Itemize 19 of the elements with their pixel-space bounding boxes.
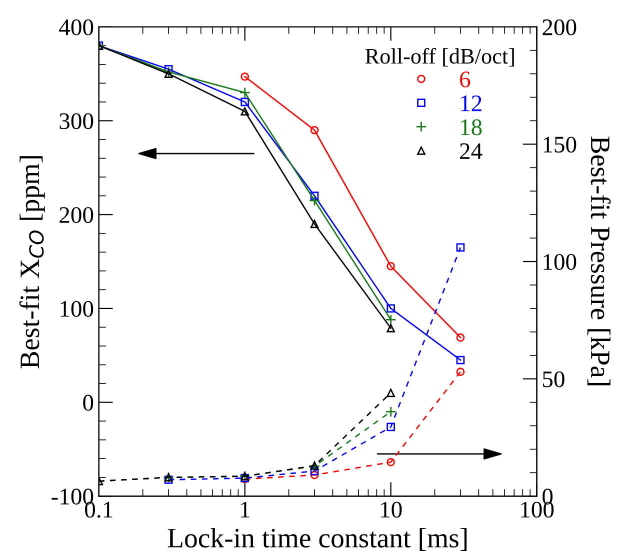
y-tick-label: 100 bbox=[60, 300, 94, 317]
x-tick-label: 10 bbox=[381, 502, 402, 518]
legend-label: 24 bbox=[460, 143, 482, 159]
x-axis-title: Lock-in time constant [ms] bbox=[168, 528, 467, 551]
legend-label: 18 bbox=[461, 119, 482, 136]
x-tick-label: 1 bbox=[241, 502, 250, 518]
y-tick-label: 200 bbox=[60, 207, 94, 224]
y-tick-label: 0 bbox=[83, 394, 94, 411]
y-tick-label: 400 bbox=[59, 19, 94, 36]
y2-tick-label: 50 bbox=[543, 371, 564, 388]
legend-label: 12 bbox=[461, 95, 482, 112]
y2-tick-label: 100 bbox=[544, 254, 576, 270]
y2-axis-title: Best-fit Pressure [kPa] bbox=[587, 136, 611, 386]
y-axis-title: Best-fit X$_{CO}$ [ppm] bbox=[19, 156, 45, 368]
legend-title: Roll-off [dB/oct] bbox=[365, 48, 514, 67]
y2-tick-label: 200 bbox=[542, 19, 576, 36]
y-tick-label: 300 bbox=[60, 113, 94, 130]
legend-label: 6 bbox=[460, 72, 470, 88]
y2-tick-label: 150 bbox=[544, 136, 576, 153]
